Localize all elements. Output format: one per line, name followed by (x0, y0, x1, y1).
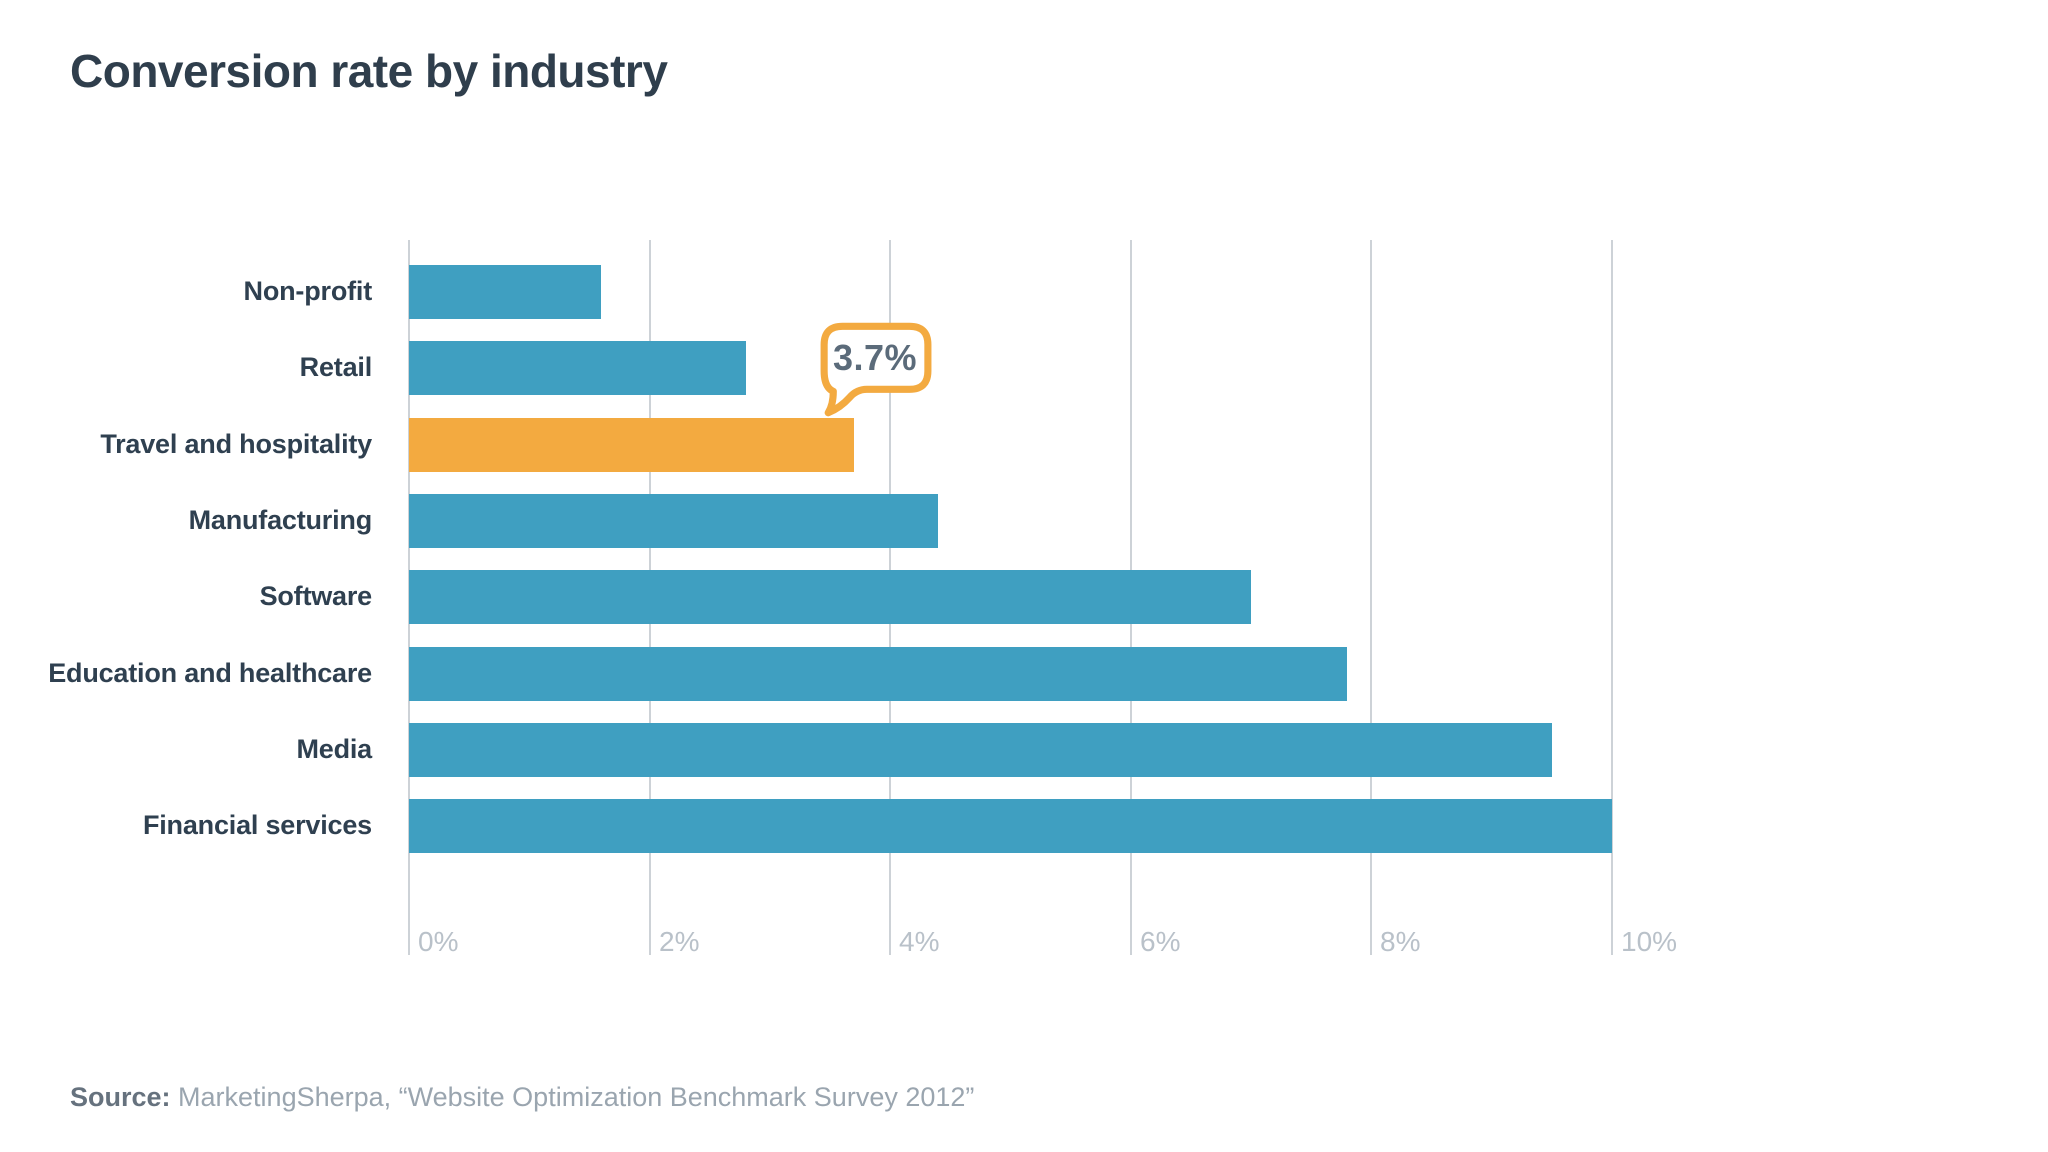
gridline-10 (1611, 240, 1613, 955)
tick-label-6: 6% (1140, 926, 1181, 957)
plot-area (408, 240, 1613, 955)
category-label-media: Media (296, 734, 372, 764)
bar-non-profit[interactable] (409, 265, 601, 319)
category-label-manufacturing: Manufacturing (188, 505, 373, 535)
callout-value: 3.7% (832, 337, 918, 378)
category-label-travel-and-hospitality: Travel and hospitality (100, 429, 372, 459)
category-label-retail: Retail (299, 352, 373, 382)
category-label-financial-services: Financial services (142, 810, 372, 840)
bar-travel-and-hospitality[interactable] (409, 418, 854, 472)
tick-label-10: 10% (1621, 926, 1678, 957)
category-label-education-and-healthcare: Education and healthcare (48, 658, 372, 688)
bar-financial-services[interactable] (409, 799, 1612, 853)
value-callout: 3.7% (816, 318, 934, 420)
tick-label-0: 0% (418, 926, 459, 957)
bar-media[interactable] (409, 723, 1552, 777)
bar-software[interactable] (409, 570, 1251, 624)
tick-label-8: 8% (1380, 926, 1421, 957)
category-label-software: Software (259, 581, 373, 611)
bar-manufacturing[interactable] (409, 494, 938, 548)
tick-label-2: 2% (659, 926, 700, 957)
source-label: Source: (70, 1082, 171, 1112)
gridline-8 (1370, 240, 1372, 955)
speech-bubble-icon (820, 322, 932, 417)
bar-education-and-healthcare[interactable] (409, 647, 1347, 701)
category-label-non-profit: Non-profit (243, 276, 373, 306)
source-text: MarketingSherpa, “Website Optimization B… (170, 1082, 975, 1112)
chart-title: Conversion rate by industry (70, 45, 668, 97)
tick-label-4: 4% (899, 926, 940, 957)
bar-retail[interactable] (409, 341, 746, 395)
source-line: Source: MarketingSherpa, “Website Optimi… (70, 1082, 974, 1113)
